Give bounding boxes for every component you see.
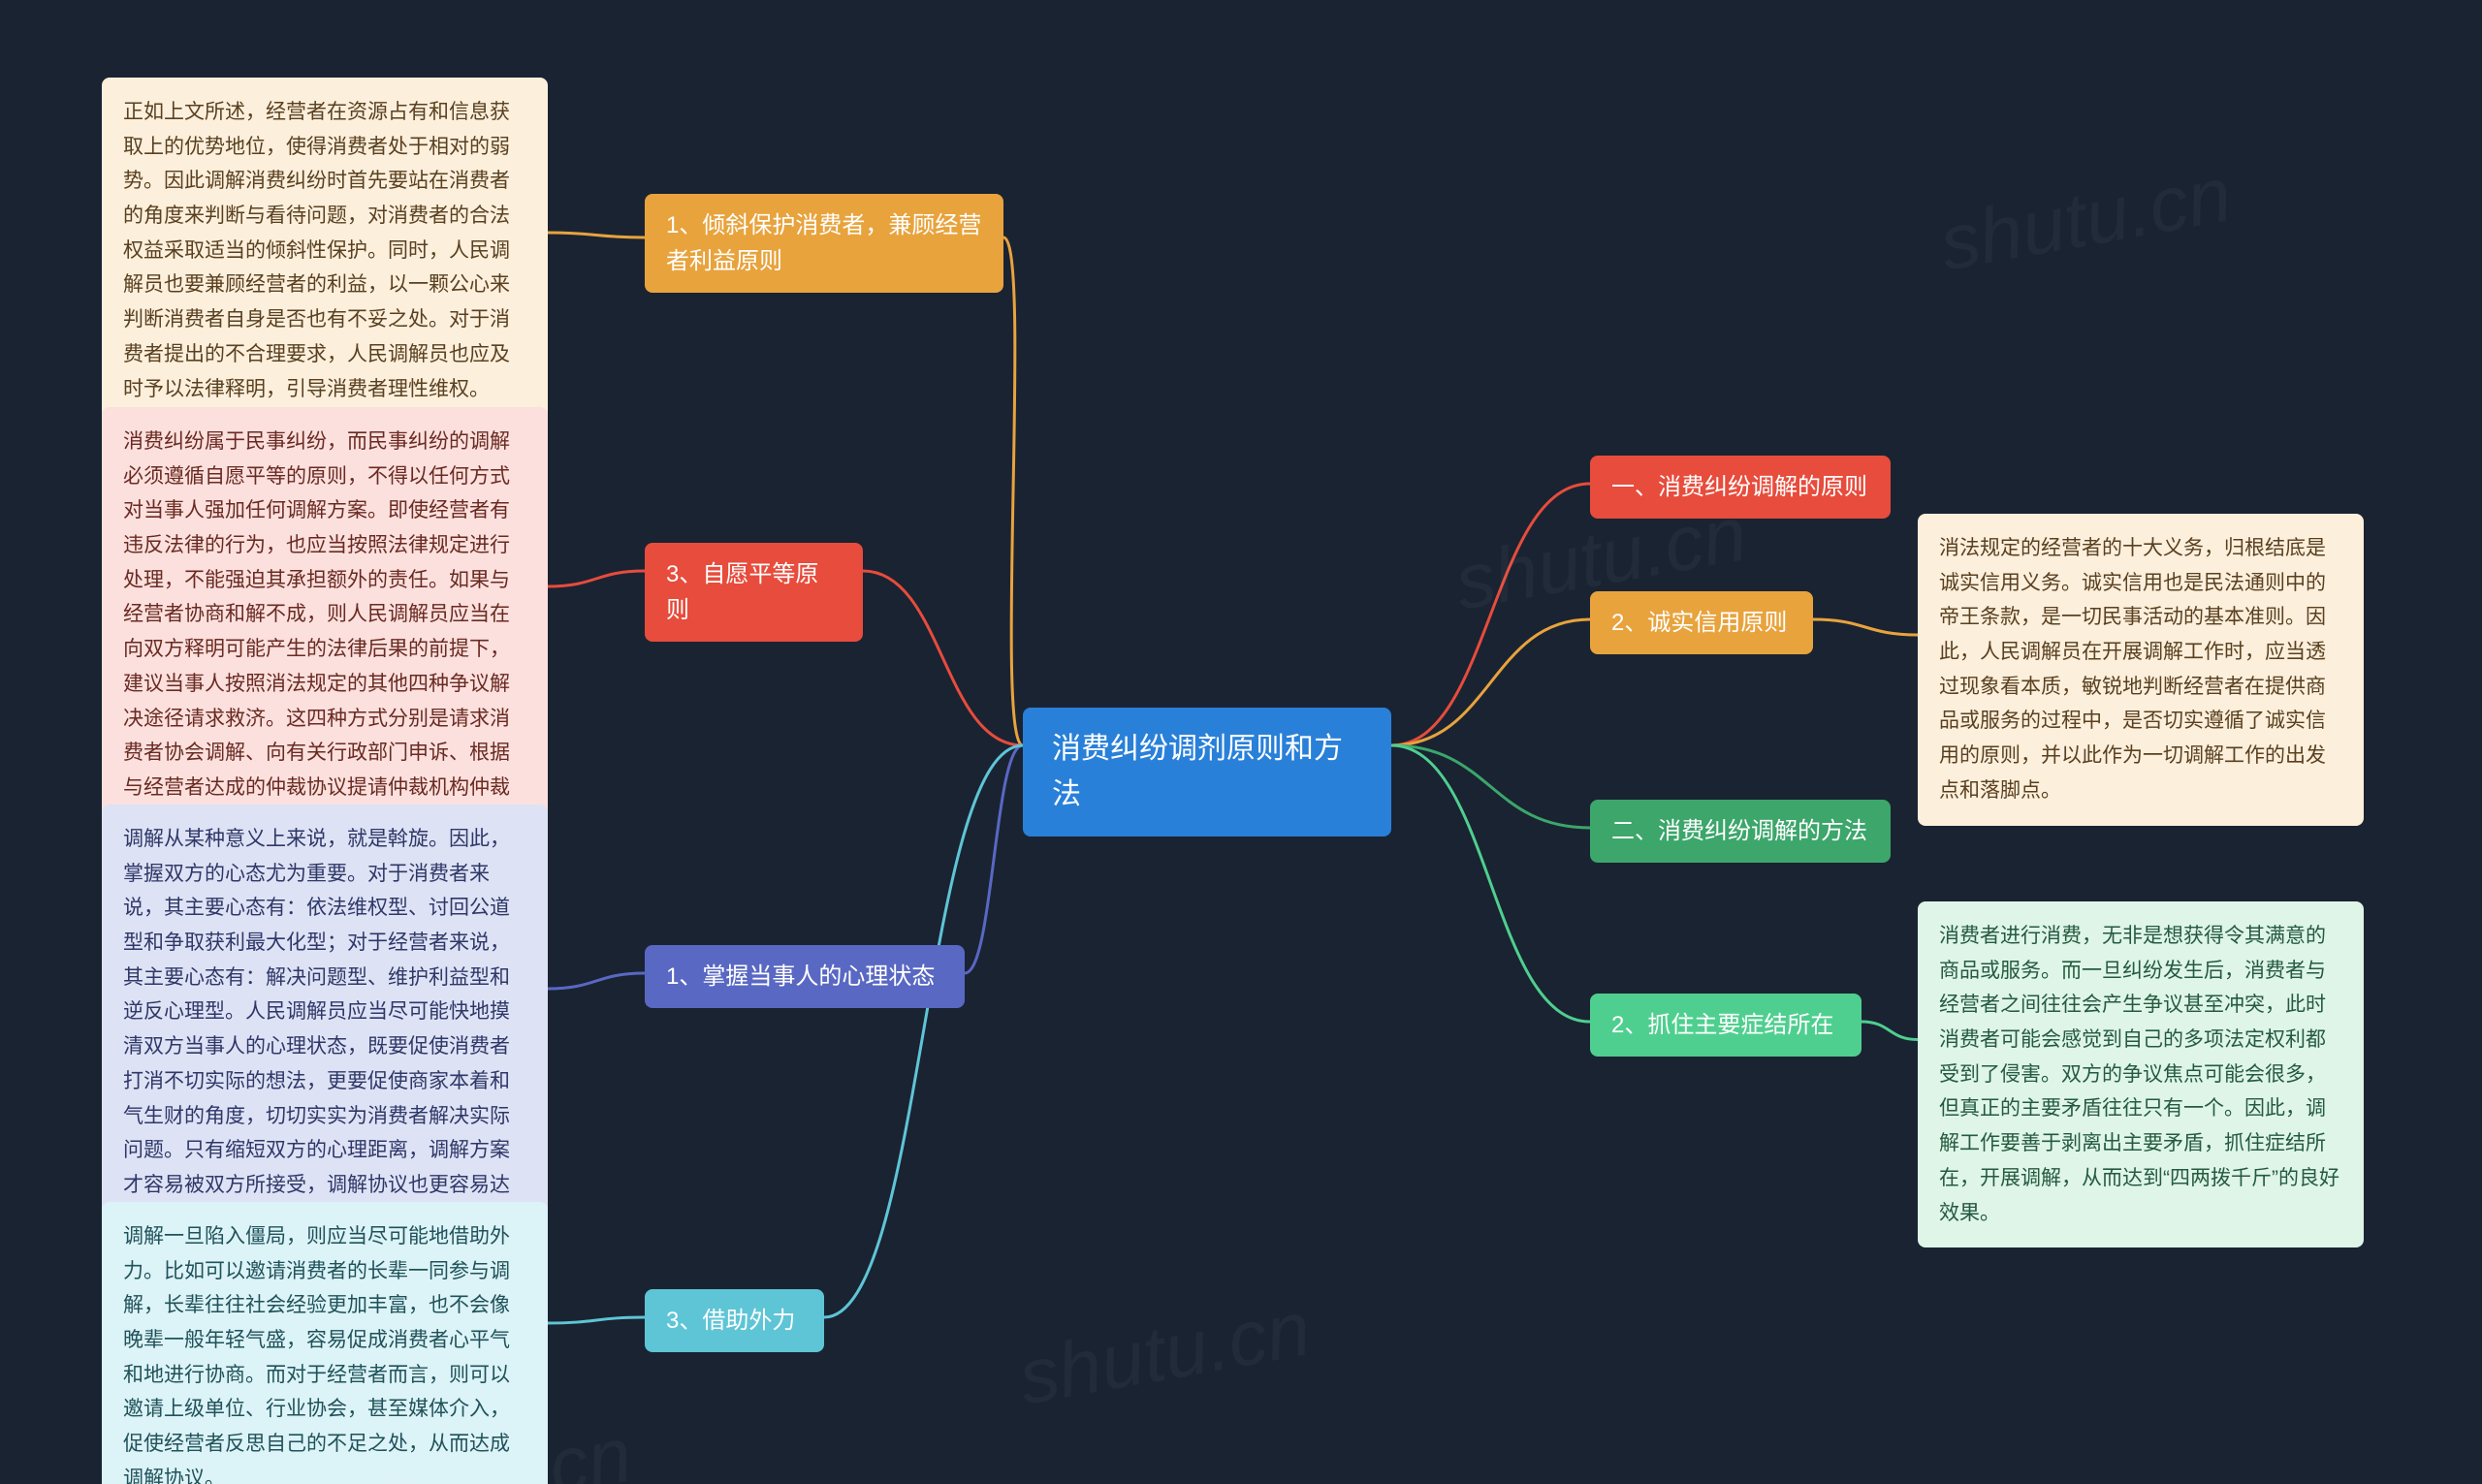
- edge-root-r3: [1391, 745, 1590, 828]
- edge-root-l3: [965, 745, 1023, 973]
- node-r2[interactable]: 2、诚实信用原则: [1590, 591, 1813, 654]
- node-l2d[interactable]: 消费纠纷属于民事纠纷，而民事纠纷的调解必须遵循自愿平等的原则，不得以任何方式对当…: [102, 407, 548, 857]
- node-r2d[interactable]: 消法规定的经营者的十大义务，归根结底是诚实信用义务。诚实信用也是民法通则中的帝王…: [1918, 514, 2364, 826]
- edge-root-l4: [824, 745, 1023, 1317]
- edge-root-r2: [1391, 619, 1590, 745]
- edge-l3-l3d: [548, 973, 645, 989]
- node-r3[interactable]: 二、消费纠纷调解的方法: [1590, 800, 1891, 863]
- edge-root-l1: [1003, 237, 1023, 745]
- node-r4d[interactable]: 消费者进行消费，无非是想获得令其满意的商品或服务。而一旦纠纷发生后，消费者与经营…: [1918, 901, 2364, 1247]
- edge-l1-l1d: [548, 233, 645, 237]
- node-l4[interactable]: 3、借助外力: [645, 1289, 824, 1352]
- edge-r2-r2d: [1813, 619, 1918, 635]
- edge-root-r1: [1391, 484, 1590, 745]
- node-l3[interactable]: 1、掌握当事人的心理状态: [645, 945, 965, 1008]
- node-l1[interactable]: 1、倾斜保护消费者，兼顾经营者利益原则: [645, 194, 1003, 293]
- node-l1d[interactable]: 正如上文所述，经营者在资源占有和信息获取上的优势地位，使得消费者处于相对的弱势。…: [102, 78, 548, 424]
- node-l3d[interactable]: 调解从某种意义上来说，就是斡旋。因此，掌握双方的心态尤为重要。对于消费者来说，其…: [102, 805, 548, 1254]
- node-r1[interactable]: 一、消费纠纷调解的原则: [1590, 456, 1891, 519]
- edge-l4-l4d: [548, 1317, 645, 1323]
- edge-root-l2: [863, 571, 1023, 745]
- node-l4d[interactable]: 调解一旦陷入僵局，则应当尽可能地借助外力。比如可以邀请消费者的长辈一同参与调解，…: [102, 1202, 548, 1484]
- edge-r4-r4d: [1862, 1022, 1918, 1040]
- edge-l2-l2d: [548, 571, 645, 586]
- node-root[interactable]: 消费纠纷调剂原则和方法: [1023, 708, 1391, 837]
- node-r4[interactable]: 2、抓住主要症结所在: [1590, 994, 1862, 1057]
- node-l2[interactable]: 3、自愿平等原则: [645, 543, 863, 642]
